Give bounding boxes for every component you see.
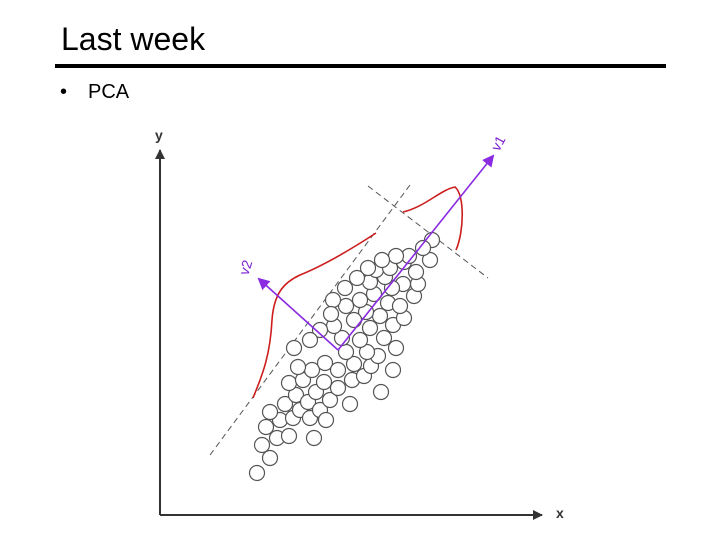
data-point — [329, 361, 347, 379]
slide-title: Last week — [61, 21, 206, 57]
data-point — [261, 449, 279, 467]
guide-line-major — [209, 184, 411, 456]
x-axis-label: x — [556, 505, 564, 521]
data-point — [345, 355, 363, 373]
data-point — [384, 361, 402, 379]
data-point — [407, 263, 425, 281]
v1-density-curve — [402, 186, 463, 251]
v2-label: v2 — [236, 258, 256, 277]
data-point — [311, 321, 329, 339]
data-point — [322, 305, 340, 323]
data-point — [414, 239, 432, 257]
data-point — [358, 343, 376, 361]
data-point — [336, 279, 354, 297]
data-point — [361, 319, 379, 337]
data-point — [345, 311, 363, 329]
data-point — [315, 373, 333, 391]
v1-vector — [337, 154, 495, 351]
y-axis-label: y — [155, 127, 163, 143]
data-point — [421, 251, 439, 269]
data-point — [373, 251, 391, 269]
data-point — [337, 297, 355, 315]
bullet-item: • PCA — [60, 79, 129, 105]
data-point — [276, 395, 294, 413]
data-point — [316, 354, 334, 372]
data-point — [280, 374, 298, 392]
v2-vector — [257, 277, 339, 351]
data-point — [351, 331, 369, 349]
v2-density-curve — [252, 232, 377, 399]
data-point — [289, 358, 307, 376]
data-point — [305, 429, 323, 447]
data-point — [341, 395, 359, 413]
data-point — [372, 383, 390, 401]
data-point — [261, 403, 279, 421]
data-point — [387, 247, 405, 265]
title-divider — [55, 64, 666, 68]
bullet-icon: • — [60, 81, 68, 103]
data-point — [375, 329, 393, 347]
data-point — [351, 291, 369, 309]
data-point — [287, 386, 305, 404]
data-point — [324, 291, 342, 309]
data-point — [321, 391, 339, 409]
v1-label: v1 — [488, 133, 509, 154]
data-point — [301, 331, 319, 349]
data-point — [285, 339, 303, 357]
data-point — [348, 269, 366, 287]
bullet-text: PCA — [88, 81, 130, 103]
data-point — [359, 259, 377, 277]
data-point — [257, 418, 275, 436]
data-point — [248, 464, 266, 482]
guide-line-minor — [367, 185, 489, 279]
data-point — [329, 379, 347, 397]
data-points — [248, 231, 441, 482]
data-point — [253, 436, 271, 454]
data-point — [387, 339, 405, 357]
data-point — [280, 427, 298, 445]
data-point — [317, 411, 335, 429]
data-point — [391, 297, 409, 315]
data-point — [371, 307, 389, 325]
